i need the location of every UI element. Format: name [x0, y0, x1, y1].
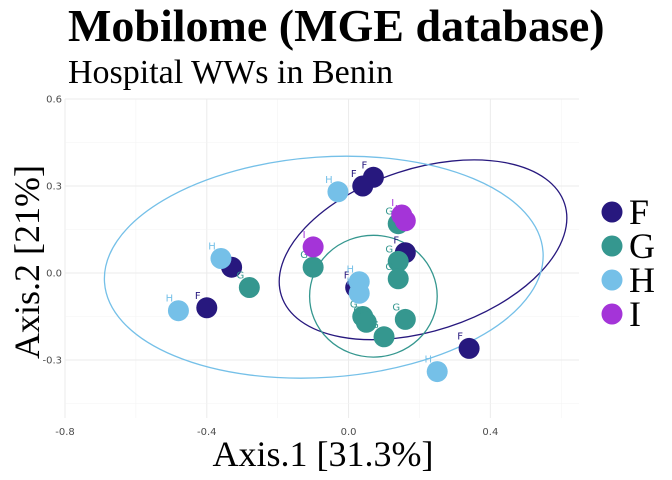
y-tick-label: 0.0	[46, 269, 62, 280]
legend-label-I: I	[629, 294, 641, 334]
point-label-G: G	[385, 244, 393, 255]
plot-area: -0.8-0.40.00.4-0.30.00.30.6FFFFFFFGGGGGG…	[42, 95, 579, 438]
x-tick-label: -0.8	[55, 427, 75, 438]
point-H	[210, 248, 232, 269]
x-tick-label: 0.0	[341, 427, 357, 438]
point-label-H: H	[208, 242, 216, 253]
x-tick-label: 0.4	[482, 427, 498, 438]
point-H	[167, 300, 189, 322]
points: FFFFFFFGGGGGGGGGHHHHHHIII	[166, 160, 480, 383]
point-G	[387, 250, 409, 272]
point-label-H: H	[325, 175, 333, 186]
point-label-F: F	[393, 236, 399, 247]
legend-label-F: F	[629, 192, 649, 232]
point-G	[355, 311, 377, 333]
point-label-H: H	[166, 294, 174, 305]
point-label-F: F	[195, 291, 201, 302]
point-label-G: G	[300, 250, 308, 261]
legend-marker-G	[601, 235, 623, 257]
x-axis-title: Axis.1 [31.3%]	[213, 434, 434, 474]
point-label-F: F	[362, 160, 368, 171]
point-I	[394, 210, 416, 232]
point-label-F: F	[344, 271, 350, 282]
point-G	[373, 326, 395, 348]
legend-label-G: G	[629, 226, 655, 266]
point-G	[238, 277, 260, 298]
ellipse-H	[103, 155, 544, 379]
ellipse-F	[278, 159, 568, 341]
legend-marker-I	[601, 303, 623, 325]
y-axis-title: Axis.2 [21%]	[7, 165, 47, 359]
point-I	[302, 236, 324, 258]
y-tick-label: 0.3	[46, 182, 62, 193]
point-H	[327, 181, 349, 203]
point-H	[426, 361, 448, 383]
point-label-G: G	[350, 300, 358, 311]
y-tick-label: -0.3	[42, 356, 62, 367]
point-label-G: G	[236, 271, 244, 282]
grid	[64, 98, 579, 418]
point-label-I: I	[391, 198, 394, 209]
chart-title: Mobilome (MGE database)	[68, 0, 605, 51]
point-F	[458, 337, 480, 359]
point-label-F: F	[351, 169, 357, 180]
point-label-G: G	[385, 262, 393, 273]
point-G	[394, 308, 416, 330]
point-label-I: I	[303, 230, 306, 241]
point-H	[348, 282, 370, 304]
y-tick-label: 0.6	[46, 95, 62, 106]
point-label-H: H	[346, 265, 354, 276]
ellipse-G	[308, 234, 438, 358]
point-label-G: G	[392, 302, 400, 313]
legend-marker-H	[601, 269, 623, 291]
point-label-I: I	[395, 204, 398, 215]
point-label-G: G	[353, 305, 361, 316]
legend-marker-F	[601, 201, 623, 223]
legend-label-H: H	[629, 260, 655, 300]
point-label-H: H	[346, 276, 354, 287]
point-label-G: G	[385, 207, 393, 218]
chart-subtitle: Hospital WWs in Benin	[68, 54, 393, 91]
point-F	[352, 175, 374, 197]
point-G	[387, 268, 409, 290]
point-label-H: H	[424, 355, 432, 366]
point-label-F: F	[457, 331, 463, 342]
point-G	[302, 256, 324, 278]
point-label-G: G	[371, 320, 379, 331]
x-tick-label: -0.4	[197, 427, 217, 438]
point-F	[196, 297, 218, 319]
